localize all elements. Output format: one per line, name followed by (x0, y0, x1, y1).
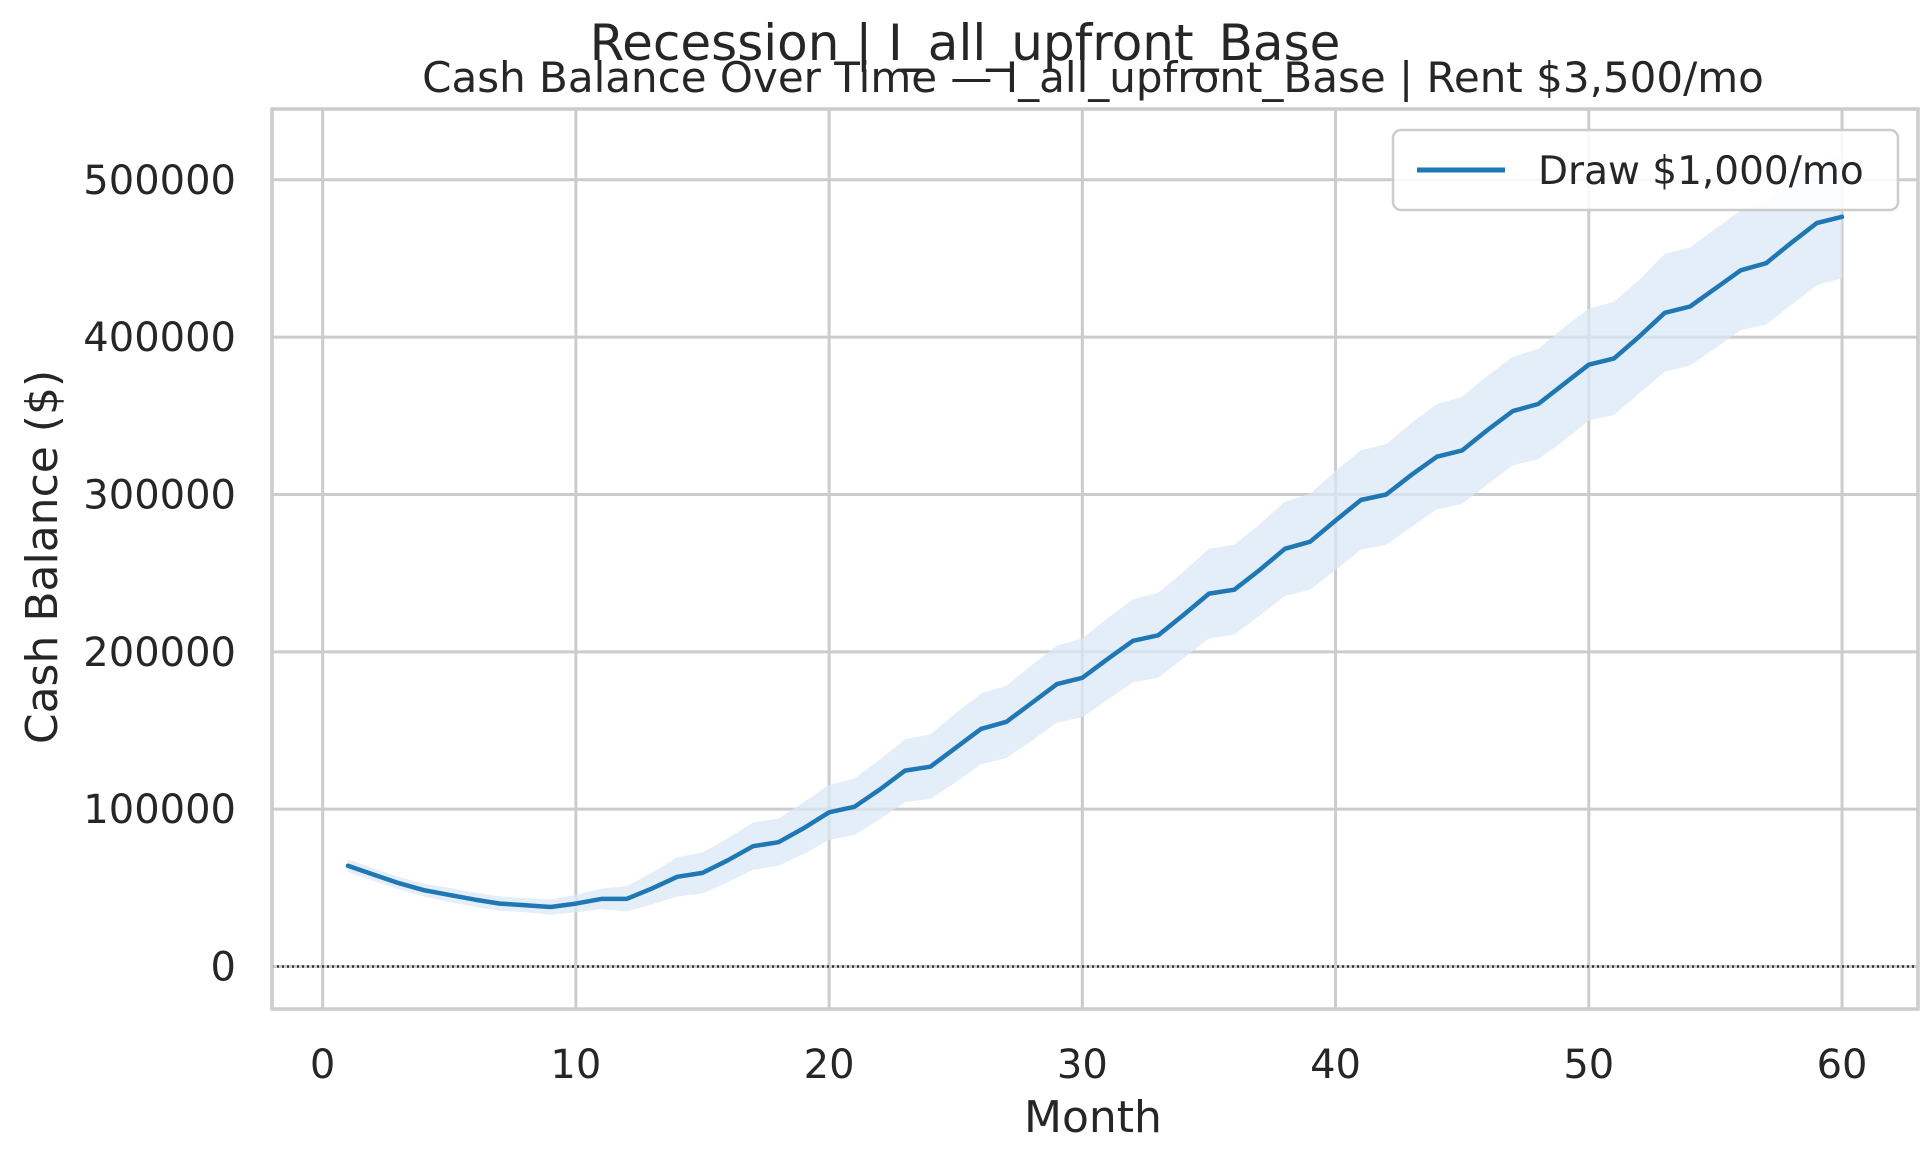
x-tick-labels: 0 10 20 30 40 50 60 (310, 1042, 1868, 1088)
legend-box (1391, 128, 1900, 212)
x-tick-label: 50 (1563, 1042, 1614, 1088)
legend: Draw $1,000/mo (1391, 128, 1900, 212)
y-tick-labels: 0 100000 200000 300000 400000 500000 (83, 158, 236, 991)
legend-label: Draw $1,000/mo (1538, 149, 1864, 194)
y-tick-label: 400000 (83, 315, 236, 361)
x-tick-label: 0 (310, 1042, 335, 1088)
y-axis-label: Cash Balance ($) (17, 370, 68, 744)
y-tick-label: 300000 (83, 472, 236, 518)
axes-frame (270, 107, 1920, 1011)
chart-suptitle: Recession | I_all_upfront_Base (590, 14, 1341, 72)
x-axis-label: Month (1024, 1092, 1162, 1143)
y-tick-label: 500000 (83, 158, 236, 204)
chart-title: Cash Balance Over Time — I_all_upfront_B… (422, 53, 1764, 102)
x-tick-label: 20 (804, 1042, 855, 1088)
series-lines (345, 214, 1845, 910)
x-tick-label: 60 (1817, 1042, 1868, 1088)
plot-area-border (270, 107, 1920, 1011)
x-tick-label: 40 (1310, 1042, 1361, 1088)
y-tick-label: 100000 (83, 787, 236, 833)
x-tick-label: 10 (550, 1042, 601, 1088)
y-tick-label: 0 (211, 945, 236, 991)
x-tick-label: 30 (1057, 1042, 1108, 1088)
y-tick-label: 200000 (83, 630, 236, 676)
series-line (345, 214, 1845, 910)
